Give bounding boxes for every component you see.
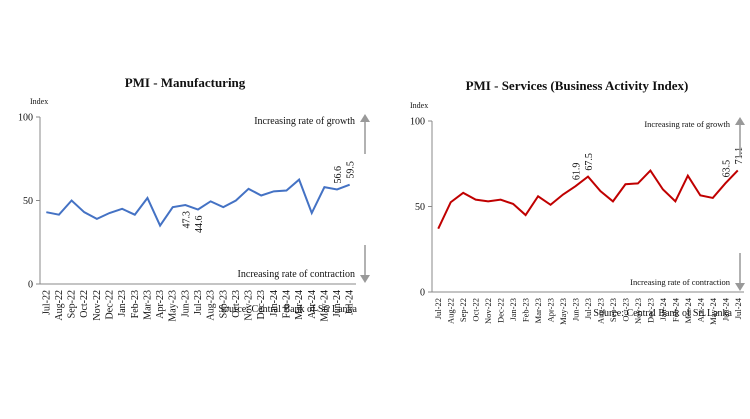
x-tick-label: Jul-23 — [193, 290, 204, 315]
annotation-growth: Increasing rate of growth — [644, 119, 730, 129]
x-tick-label: Aug-23 — [595, 298, 605, 324]
y-tick-label: 50 — [415, 202, 425, 213]
source: Source: Central Bank of Sri Lanka — [593, 308, 732, 319]
x-tick-label: May-24 — [708, 297, 718, 325]
x-tick-label: Oct-22 — [79, 290, 90, 318]
annotation-growth: Increasing rate of growth — [254, 116, 355, 127]
data-label: 47.3 — [181, 211, 192, 229]
x-tick-label: Dec-22 — [496, 298, 506, 323]
x-tick-label: Apr-24 — [307, 290, 318, 319]
x-tick-label: Jun-24 — [332, 290, 343, 317]
x-tick-label: Aug-22 — [54, 290, 65, 321]
y-axis-label: Index — [410, 101, 428, 110]
x-tick-label: Mar-24 — [294, 290, 305, 320]
x-tick-label: Jan-24 — [269, 290, 280, 317]
annotation-contraction: Increasing rate of contraction — [238, 269, 355, 280]
arrow-up-head — [735, 117, 745, 125]
x-tick-label: Apr-23 — [155, 290, 166, 319]
data-label: 63.5 — [721, 160, 732, 178]
x-tick-label: Jul-23 — [583, 298, 593, 319]
x-tick-label: Jan-23 — [508, 298, 518, 321]
x-tick-label: Jan-24 — [658, 297, 668, 320]
x-tick-label: Oct-22 — [471, 298, 481, 322]
x-tick-label: Aug-23 — [206, 290, 217, 321]
x-tick-label: Jun-23 — [180, 290, 191, 317]
x-tick-label: Sep-22 — [67, 290, 78, 318]
x-tick-label: Apr-23 — [546, 298, 556, 322]
x-tick-label: Jan-23 — [117, 290, 128, 317]
source: Source: Central Bank of Sri Lanka — [218, 304, 357, 315]
data-label: 61.9 — [572, 163, 583, 181]
line-series — [46, 177, 351, 228]
data-label: 44.6 — [194, 216, 205, 234]
x-tick-label: May-23 — [168, 290, 179, 322]
data-label: 56.6 — [333, 166, 344, 184]
x-tick-label: Jul-24 — [345, 290, 356, 315]
y-tick-label: 0 — [28, 280, 33, 291]
x-tick-label: Dec-22 — [105, 290, 116, 319]
data-label: 67.5 — [584, 153, 595, 171]
x-tick-label: Sep-23 — [218, 290, 229, 318]
x-tick-label: Dec-23 — [645, 298, 655, 323]
x-tick-label: Jul-22 — [41, 290, 52, 315]
x-tick-label: Sep-23 — [608, 298, 618, 322]
x-tick-label: Oct-23 — [620, 298, 630, 322]
chart-title: PMI - Manufacturing — [125, 75, 246, 90]
y-axis-label: Index — [30, 97, 48, 106]
x-tick-label: Aug-22 — [446, 298, 456, 324]
x-tick-label: Jun-24 — [720, 297, 730, 321]
x-tick-label: Oct-23 — [231, 290, 242, 318]
x-tick-label: Nov-23 — [244, 290, 255, 321]
x-tick-label: May-23 — [558, 298, 568, 325]
x-tick-label: May-24 — [319, 290, 330, 322]
x-tick-label: Feb-23 — [130, 290, 141, 318]
y-tick-label: 50 — [23, 196, 33, 207]
y-tick-label: 100 — [410, 117, 425, 128]
x-tick-label: Dec-23 — [256, 290, 267, 319]
x-tick-label: Sep-22 — [458, 298, 468, 322]
x-tick-label: Nov-22 — [483, 298, 493, 324]
x-tick-label: Feb-23 — [521, 298, 531, 322]
x-tick-label: Feb-24 — [281, 290, 292, 318]
y-tick-label: 0 — [420, 288, 425, 299]
x-tick-label: Jul-24 — [733, 297, 743, 319]
arrow-down-head — [360, 275, 370, 283]
x-tick-label: Jul-22 — [433, 298, 443, 319]
y-tick-label: 100 — [18, 113, 33, 124]
x-tick-label: Nov-22 — [92, 290, 103, 321]
x-tick-label: Mar-24 — [683, 297, 693, 323]
arrow-down-head — [735, 283, 745, 291]
annotation-contraction: Increasing rate of contraction — [630, 277, 731, 287]
x-tick-label: Jun-23 — [571, 298, 581, 321]
x-tick-label: Mar-23 — [533, 298, 543, 323]
line-series — [437, 169, 739, 230]
data-label: 59.5 — [346, 161, 357, 179]
x-tick-label: Feb-24 — [670, 297, 680, 322]
x-tick-label: Apr-24 — [695, 297, 705, 322]
x-tick-label: Mar-23 — [142, 290, 153, 320]
x-tick-label: Nov-23 — [633, 298, 643, 324]
chart-title: PMI - Services (Business Activity Index) — [466, 78, 689, 93]
arrow-up-head — [360, 114, 370, 122]
